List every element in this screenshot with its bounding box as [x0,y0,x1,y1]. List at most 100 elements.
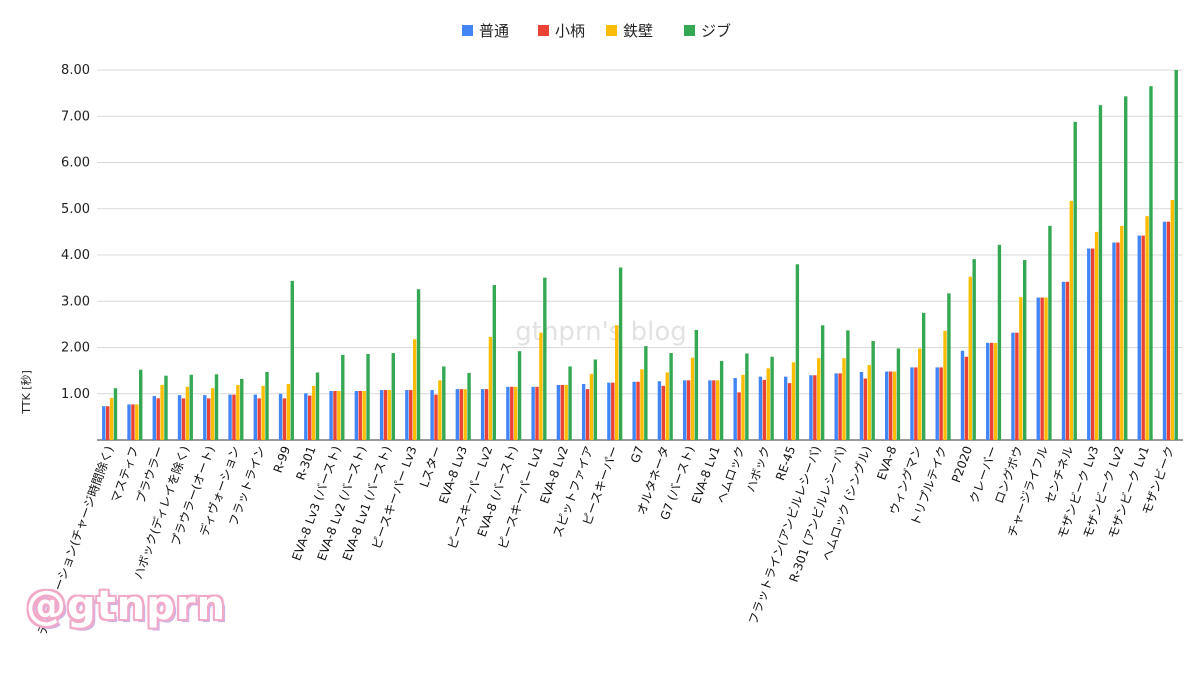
bar-普通 [379,390,384,440]
bar-小柄 [939,367,943,440]
bar-ジブ [618,267,623,440]
bar-小柄 [510,386,514,440]
legend-swatch [462,25,473,36]
bar-小柄 [156,398,160,441]
bar-ジブ [1174,70,1178,440]
bar-小柄 [282,398,287,441]
bar-鉄壁 [741,374,745,440]
bar-鉄壁 [943,330,947,440]
bar-小柄 [1015,332,1019,440]
bar-小柄 [105,406,110,440]
bar-小柄 [434,394,438,440]
bar-鉄壁 [993,342,998,441]
bar-小柄 [308,395,312,440]
y-tick-label: 1.00 [61,387,90,402]
bar-鉄壁 [640,369,644,440]
bar-鉄壁 [614,325,619,440]
bar-ジブ [517,351,522,440]
bar-鉄壁 [918,348,922,440]
bar-ジブ [1149,86,1153,440]
bar-ジブ [593,359,598,440]
bar-普通 [430,390,434,440]
bar-鉄壁 [261,385,265,440]
bar-ジブ [568,366,572,440]
bar-ジブ [846,330,850,440]
bar-小柄 [863,378,868,440]
bar-ジブ [871,341,875,440]
bar-鉄壁 [817,358,821,440]
bar-鉄壁 [892,371,897,440]
bar-鉄壁 [109,397,114,440]
bar-小柄 [1141,235,1145,440]
bar-ジブ [694,329,699,440]
bar-普通 [228,394,232,440]
bar-普通 [177,395,182,440]
bar-鉄壁 [791,362,796,440]
bar-小柄 [787,383,792,440]
bar-鉄壁 [968,276,972,440]
bar-ジブ [265,372,269,440]
bar-ジブ [315,372,320,440]
bar-鉄壁 [1145,216,1149,440]
bar-小柄 [409,390,413,440]
bar-小柄 [838,373,842,440]
bar-普通 [455,389,460,441]
bar-鉄壁 [311,385,316,440]
x-category-label: P2020 [949,444,975,484]
bar-鉄壁 [539,332,543,440]
bar-ジブ [391,353,395,440]
bar-小柄 [712,380,716,440]
bar-ジブ [947,293,951,440]
bar-鉄壁 [1019,297,1023,440]
bars [102,70,1178,441]
bar-普通 [1061,281,1066,440]
bar-ジブ [1048,225,1052,440]
bar-小柄 [1040,297,1044,440]
bar-普通 [758,376,763,440]
bar-小柄 [888,371,893,440]
bar-ジブ [164,375,168,440]
bar-小柄 [661,385,666,440]
bar-普通 [607,382,611,440]
bar-普通 [152,396,156,440]
bar-ジブ [1073,121,1077,441]
bar-普通 [1137,235,1141,440]
bar-鉄壁 [1120,225,1124,440]
bar-ジブ [997,244,1002,440]
y-tick-label: 3.00 [61,294,90,309]
bar-鉄壁 [488,336,493,440]
bar-小柄 [535,386,539,440]
bar-普通 [859,372,864,440]
bar-鉄壁 [589,373,594,440]
bar-小柄 [813,375,817,440]
bar-ジブ [795,264,800,440]
bar-普通 [354,390,359,440]
bar-ジブ [341,354,345,440]
bar-小柄 [1090,248,1095,440]
x-category-label: EVA-8 [874,444,899,482]
legend: 普通 小柄 鉄壁 ジブ [462,22,731,40]
bar-ジブ [543,277,547,440]
bar-小柄 [358,390,362,440]
bar-普通 [203,395,207,440]
bar-鉄壁 [1044,297,1048,440]
bar-鉄壁 [362,390,366,440]
bar-普通 [708,380,712,440]
bar-鉄壁 [842,358,846,440]
bar-普通 [556,384,561,440]
bar-普通 [102,406,106,440]
bar-普通 [682,380,687,440]
bar-鉄壁 [690,357,695,440]
bar-鉄壁 [513,386,518,440]
y-axis-ticks: 1.00 2.00 3.00 4.00 5.00 6.00 7.00 8.00 [61,63,90,402]
bar-小柄 [560,384,564,440]
x-category-label: RE-45 [773,444,798,482]
bar-普通 [1011,332,1015,440]
legend-label: ジブ [701,22,731,40]
bar-小柄 [611,382,615,440]
bar-鉄壁 [463,389,467,441]
bar-普通 [834,373,838,440]
bar-小柄 [131,404,135,440]
bar-普通 [253,394,258,440]
y-axis-label: TTK [秒] [19,370,33,415]
